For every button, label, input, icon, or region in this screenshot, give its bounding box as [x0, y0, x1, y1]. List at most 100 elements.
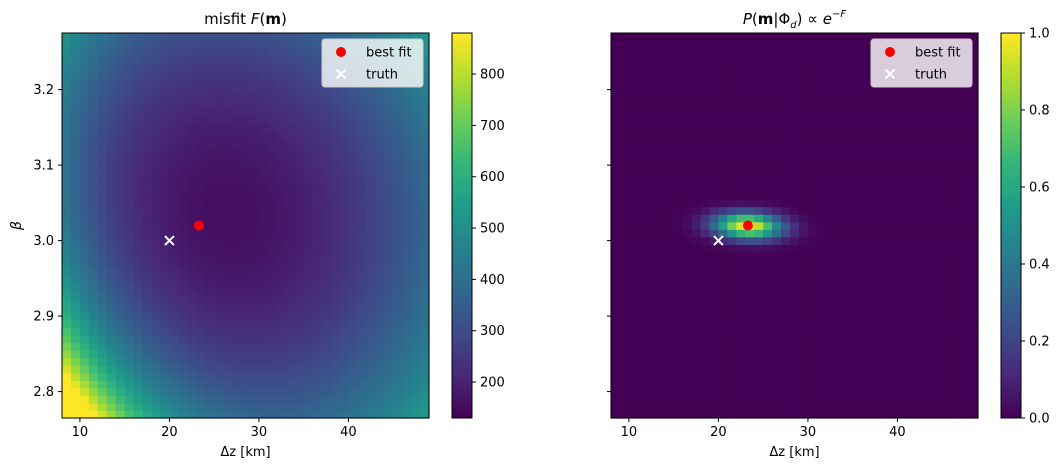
heatmap-cell — [727, 63, 737, 72]
heatmap-cell — [106, 108, 117, 117]
heatmap-cell — [62, 161, 72, 170]
heatmap-cell — [70, 93, 81, 102]
heatmap-cell — [745, 251, 755, 261]
heatmap-cell — [718, 40, 728, 49]
heatmap-cell — [807, 357, 818, 366]
heatmap-cell — [160, 387, 171, 396]
heatmap-cell — [151, 334, 162, 344]
colorbar-segment — [452, 102, 472, 107]
heatmap-cell — [664, 319, 675, 329]
heatmap-cell — [124, 365, 135, 374]
colorbar-segment — [1001, 202, 1021, 207]
heatmap-cell — [357, 138, 367, 147]
heatmap-cell — [763, 214, 773, 223]
heatmap-cell — [366, 146, 376, 155]
heatmap-cell — [870, 33, 881, 42]
heatmap-cell — [790, 402, 800, 412]
heatmap-cell — [691, 93, 702, 102]
heatmap-cell — [420, 161, 430, 170]
heatmap-cell — [393, 274, 403, 283]
heatmap-cell — [611, 78, 621, 87]
heatmap-cell — [312, 85, 323, 94]
heatmap-cell — [196, 289, 206, 298]
heatmap-cell — [816, 282, 827, 291]
heatmap-cell — [115, 146, 126, 155]
heatmap-cell — [384, 146, 394, 155]
heatmap-cell — [637, 304, 648, 313]
heatmap-cell — [790, 153, 800, 162]
heatmap-cell — [151, 402, 162, 412]
heatmap-cell — [718, 402, 728, 412]
heatmap-cell — [97, 251, 108, 261]
heatmap-cell — [115, 221, 126, 230]
heatmap-cell — [700, 327, 711, 336]
heatmap-cell — [285, 116, 296, 125]
heatmap-cell — [772, 229, 782, 238]
heatmap-cell — [816, 236, 827, 245]
heatmap-cell — [852, 100, 863, 110]
heatmap-cell — [169, 387, 179, 396]
heatmap-cell — [160, 199, 171, 208]
heatmap-cell — [357, 259, 367, 268]
heatmap-cell — [960, 33, 970, 42]
heatmap-cell — [393, 312, 403, 321]
heatmap-cell — [223, 259, 233, 268]
heatmap-cell — [366, 267, 376, 276]
heatmap-cell — [897, 342, 907, 351]
heatmap-cell — [411, 214, 421, 223]
heatmap-cell — [97, 380, 108, 389]
heatmap-cell — [691, 259, 702, 268]
heatmap-cell — [691, 85, 702, 94]
heatmap-cell — [915, 380, 925, 389]
heatmap-cell — [366, 199, 376, 208]
heatmap-cell — [897, 229, 907, 238]
colorbar-segment — [1001, 229, 1021, 234]
heatmap-cell — [646, 153, 657, 162]
heatmap-cell — [619, 402, 630, 412]
heatmap-cell — [897, 244, 907, 253]
heatmap-cell — [249, 146, 260, 155]
heatmap-cell — [285, 350, 296, 359]
heatmap-cell — [969, 199, 979, 208]
heatmap-cell — [375, 410, 385, 419]
heatmap-cell — [88, 221, 99, 230]
heatmap-cell — [133, 259, 144, 268]
heatmap-cell — [700, 93, 711, 102]
heatmap-cell — [214, 244, 224, 253]
heatmap-cell — [709, 176, 720, 185]
heatmap-cell — [879, 116, 890, 125]
heatmap-cell — [142, 138, 153, 147]
heatmap-cell — [303, 395, 314, 404]
heatmap-cell — [736, 342, 746, 351]
heatmap-cell — [709, 357, 720, 366]
heatmap-cell — [366, 372, 376, 381]
colorbar: 0.00.20.40.60.81.0 — [1000, 27, 1050, 427]
heatmap-cell — [124, 319, 135, 329]
heatmap-cell — [727, 402, 737, 412]
heatmap-cell — [763, 78, 773, 87]
heatmap-cell — [798, 93, 809, 102]
heatmap-cell — [258, 153, 269, 162]
heatmap-cell — [160, 100, 171, 110]
heatmap-cell — [420, 297, 430, 306]
heatmap-cell — [888, 183, 899, 193]
heatmap-cell — [763, 236, 773, 245]
heatmap-cell — [178, 146, 188, 155]
heatmap-cell — [267, 108, 278, 117]
heatmap-cell — [816, 123, 827, 132]
heatmap-cell — [807, 206, 818, 215]
heatmap-cell — [611, 153, 621, 162]
heatmap-cell — [637, 229, 648, 238]
heatmap-cell — [420, 176, 430, 185]
heatmap-cell — [321, 221, 332, 230]
heatmap-cell — [924, 350, 934, 359]
heatmap-cell — [969, 33, 979, 42]
heatmap-cell — [133, 327, 144, 336]
heatmap-cell — [106, 191, 117, 200]
heatmap-cell — [852, 85, 863, 94]
heatmap-cell — [402, 146, 412, 155]
heatmap-cell — [619, 168, 630, 178]
heatmap-cell — [357, 387, 367, 396]
heatmap-cell — [906, 372, 916, 381]
heatmap-cell — [366, 365, 376, 374]
